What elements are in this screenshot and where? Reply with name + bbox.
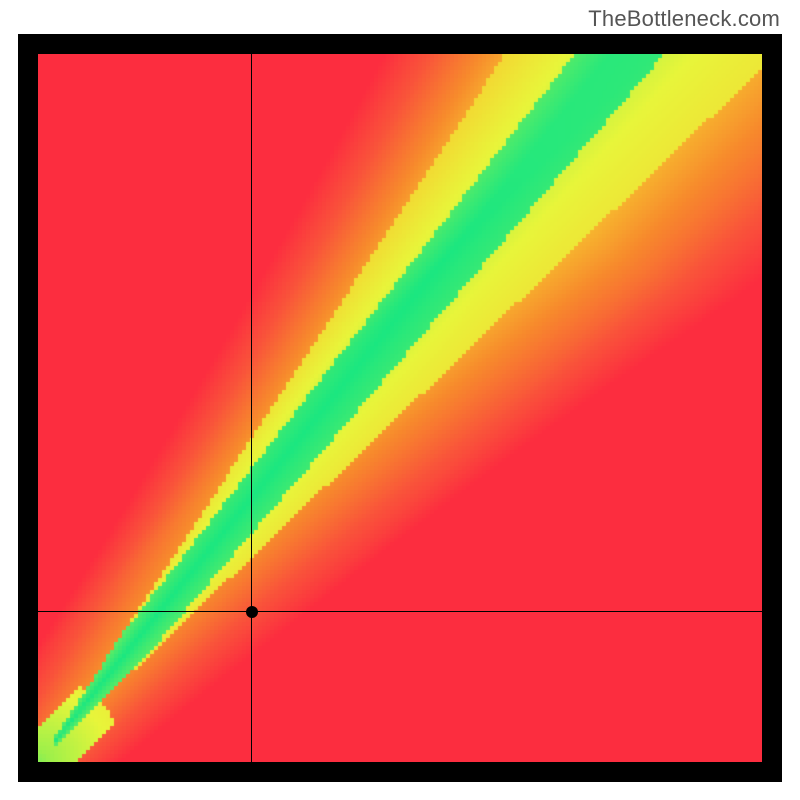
- plot-area: [38, 54, 762, 762]
- crosshair-horizontal: [38, 611, 762, 612]
- crosshair-vertical: [251, 54, 252, 762]
- watermark-text: TheBottleneck.com: [588, 6, 780, 32]
- heatmap-canvas: [38, 54, 762, 762]
- crosshair-marker: [246, 606, 258, 618]
- chart-container: TheBottleneck.com: [0, 0, 800, 800]
